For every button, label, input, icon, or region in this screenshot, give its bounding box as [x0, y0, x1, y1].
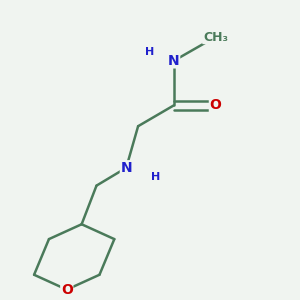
Text: H: H [151, 172, 160, 182]
Text: N: N [168, 54, 180, 68]
Text: O: O [209, 98, 221, 112]
Text: N: N [120, 161, 132, 175]
Text: O: O [61, 283, 73, 297]
Text: CH₃: CH₃ [203, 31, 228, 44]
Text: H: H [146, 47, 154, 57]
